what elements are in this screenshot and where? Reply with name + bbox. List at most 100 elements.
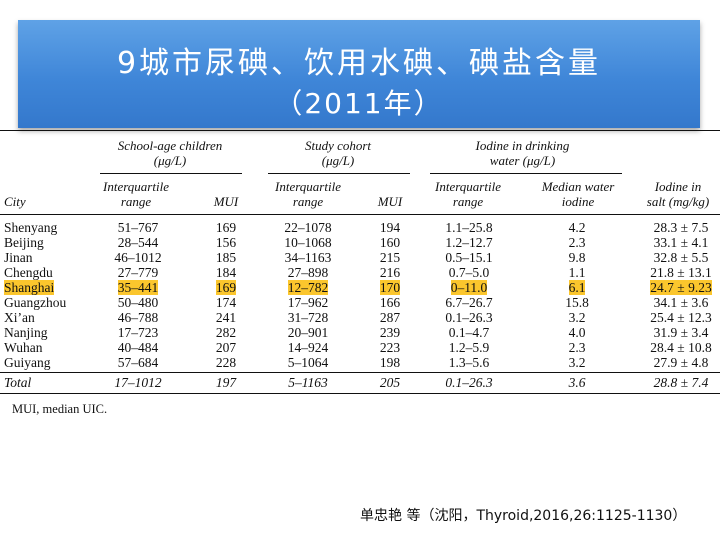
table-cell: 216 <box>379 265 401 280</box>
table-cell: 40–484 <box>117 340 159 355</box>
table-cell: 6.1 <box>552 280 602 295</box>
table-cell: 31–728 <box>287 310 329 325</box>
table-cell: 0.1–26.3 <box>445 375 493 390</box>
group-header-water: Iodine in drinking water (μg/L) <box>475 138 570 168</box>
table-cell: 5–1064 <box>287 355 329 370</box>
row-city: Wuhan <box>4 340 43 355</box>
table-cell: 20–901 <box>287 325 329 340</box>
highlighted-cell-text: 35–441 <box>117 280 159 295</box>
table-cell: 27.9 ± 4.8 <box>653 355 709 370</box>
table-cell: 0.1–26.3 <box>445 310 493 325</box>
highlighted-cell-text: 0–11.0 <box>450 280 488 295</box>
table-cell: 25.4 ± 12.3 <box>650 310 712 325</box>
row-city: Guangzhou <box>4 295 67 310</box>
table-cell: 0.5–15.1 <box>445 250 493 265</box>
citation: 单忠艳 等（沈阳，Thyroid,2016,26:1125-1130） <box>360 508 687 524</box>
table-cell: 28–544 <box>117 235 159 250</box>
table-cell: 1.3–5.6 <box>448 355 490 370</box>
table-cell: 215 <box>379 250 401 265</box>
table-cell: 241 <box>215 310 237 325</box>
table-cell: 51–767 <box>117 220 159 235</box>
header-iqr-water: Interquartile range <box>435 179 501 209</box>
table-cell: 282 <box>215 325 237 340</box>
group-header-children: School-age children (μg/L) <box>117 138 223 168</box>
highlighted-cell-text: 170 <box>379 280 401 295</box>
table-cell: 4.0 <box>568 325 586 340</box>
table-cell: 17–1012 <box>114 375 162 390</box>
table-cell: 1.2–12.7 <box>445 235 493 250</box>
table-cell: 22–1078 <box>284 220 332 235</box>
table-cell: 17–962 <box>287 295 329 310</box>
header-iqr-cohort: Interquartile range <box>275 179 341 209</box>
table-cell: 21.8 ± 13.1 <box>650 265 712 280</box>
table-cell: 3.2 <box>568 355 586 370</box>
table-cell: 1.2–5.9 <box>448 340 490 355</box>
highlighted-cell-text: 12–782 <box>287 280 329 295</box>
row-city: Nanjing <box>4 325 48 340</box>
table-cell: 5–1163 <box>288 375 328 390</box>
table-cell: 32.8 ± 5.5 <box>653 250 709 265</box>
table-cell: 27–898 <box>287 265 329 280</box>
table-cell: 198 <box>379 355 401 370</box>
table-cell: 27–779 <box>117 265 159 280</box>
table-cell: 1.1 <box>568 265 586 280</box>
table-cell: 156 <box>215 235 237 250</box>
table-cell: 0.7–5.0 <box>448 265 490 280</box>
table-cell: 184 <box>215 265 237 280</box>
iodine-table: School-age children (μg/L) Study cohort … <box>0 130 720 416</box>
header-city: City <box>4 194 26 209</box>
table-cell: 10–1068 <box>284 235 332 250</box>
table-top-rule <box>0 130 720 131</box>
table-cell: 166 <box>379 295 401 310</box>
table-cell: 205 <box>379 375 401 390</box>
header-median-water-iodine: Median water iodine <box>541 179 615 209</box>
total-rule <box>0 372 720 373</box>
highlighted-cell-text: 24.7 ± 9.23 <box>650 280 712 295</box>
slide-title: 9城市尿碘、饮用水碘、碘盐含量 <box>116 46 602 81</box>
header-mui-children: MUI <box>213 194 239 209</box>
table-cell: 34.1 ± 3.6 <box>653 295 709 310</box>
header-salt-iodine: Iodine in salt (mg/kg) <box>646 179 710 209</box>
table-cell: 169 <box>206 280 246 295</box>
table-cell: 50–480 <box>117 295 159 310</box>
table-cell: 3.6 <box>568 375 586 390</box>
table-cell: 17–723 <box>117 325 159 340</box>
slide-subtitle-year: （2011年） <box>274 87 444 120</box>
group-rule-children <box>100 173 242 174</box>
table-cell: 31.9 ± 3.4 <box>653 325 709 340</box>
table-cell: 15.8 <box>565 295 589 310</box>
table-cell: 12–782 <box>270 280 346 295</box>
table-cell: 0.1–4.7 <box>448 325 490 340</box>
table-cell: 6.7–26.7 <box>445 295 493 310</box>
row-city: Xi’an <box>4 310 35 325</box>
row-city: Shenyang <box>4 220 58 235</box>
table-footnote: MUI, median UIC. <box>12 402 108 416</box>
table-cell: 207 <box>215 340 237 355</box>
table-cell: 28.8 ± 7.4 <box>653 375 709 390</box>
table-cell: 0–11.0 <box>430 280 508 295</box>
table-cell: 185 <box>215 250 237 265</box>
table-cell: 9.8 <box>568 250 586 265</box>
row-city: Beijing <box>4 235 44 250</box>
highlighted-cell-text: 6.1 <box>568 280 586 295</box>
table-bottom-rule <box>0 393 720 394</box>
header-mui-cohort: MUI <box>377 194 403 209</box>
table-cell: 1.1–25.8 <box>445 220 493 235</box>
table-cell: 194 <box>379 220 401 235</box>
table-cell: 46–1012 <box>114 250 162 265</box>
table-cell: 57–684 <box>117 355 159 370</box>
table-cell: 228 <box>215 355 237 370</box>
table-cell: 2.3 <box>568 235 586 250</box>
header-iqr-children: Interquartile range <box>103 179 169 209</box>
group-header-cohort: Study cohort (μg/L) <box>304 138 372 168</box>
group-rule-water <box>430 173 622 174</box>
table-cell: 35–441 <box>106 280 170 295</box>
table-cell: 239 <box>379 325 401 340</box>
table-cell: 4.2 <box>568 220 586 235</box>
title-banner: 9城市尿碘、饮用水碘、碘盐含量 （2011年） <box>18 20 700 128</box>
table-cell: 169 <box>215 220 237 235</box>
table-cell: 24.7 ± 9.23 <box>640 280 720 295</box>
table-cell: 174 <box>215 295 237 310</box>
group-rule-cohort <box>268 173 410 174</box>
table-cell: 33.1 ± 4.1 <box>653 235 709 250</box>
